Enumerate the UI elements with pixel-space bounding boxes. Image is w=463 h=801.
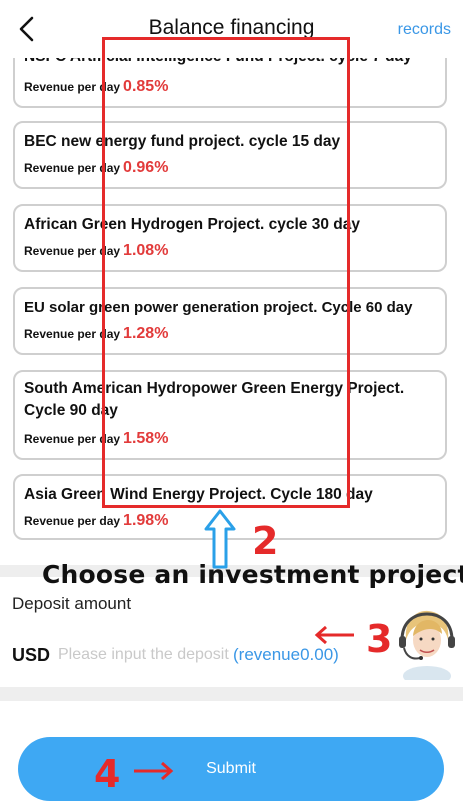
project-name: EU solar green power generation project.… bbox=[24, 299, 413, 316]
section-divider bbox=[0, 687, 463, 701]
left-arrow-icon bbox=[314, 625, 354, 645]
annotation-step-3: 3 bbox=[366, 617, 393, 661]
revenue-label: Revenue per day bbox=[24, 244, 121, 258]
section-divider bbox=[0, 565, 463, 577]
page-title: Balance financing bbox=[148, 16, 315, 39]
project-name: African Green Hydrogen Project. cycle 30… bbox=[24, 216, 360, 233]
project-name: South American Hydropower Green Energy P… bbox=[24, 380, 405, 419]
revenue-label: Revenue per day bbox=[24, 80, 121, 94]
right-arrow-icon bbox=[134, 761, 174, 781]
project-name: Asia Green Wind Energy Project. Cycle 18… bbox=[24, 486, 373, 503]
revenue-value: 0.96% bbox=[123, 159, 169, 176]
project-card[interactable]: South American Hydropower Green Energy P… bbox=[13, 370, 447, 460]
revenue-value: 0.85% bbox=[123, 78, 169, 95]
revenue-value: 1.28% bbox=[123, 325, 169, 342]
records-link[interactable]: records bbox=[397, 21, 451, 38]
annotation-highlight-box bbox=[102, 37, 350, 508]
revenue-value: 1.08% bbox=[123, 242, 169, 259]
revenue-row: Revenue per day 1.58% bbox=[24, 430, 168, 448]
annotation-choose-text: Choose an investment project bbox=[42, 560, 463, 589]
revenue-label: Revenue per day bbox=[24, 432, 121, 446]
revenue-value: 1.98% bbox=[123, 512, 169, 529]
project-card[interactable]: Asia Green Wind Energy Project. Cycle 18… bbox=[13, 474, 447, 540]
project-card[interactable]: BEC new energy fund project. cycle 15 da… bbox=[13, 121, 447, 189]
back-arrow-icon[interactable] bbox=[16, 16, 38, 42]
up-arrow-icon bbox=[204, 509, 236, 569]
project-card[interactable]: EU solar green power generation project.… bbox=[13, 287, 447, 355]
deposit-amount-label: Deposit amount bbox=[12, 594, 132, 613]
revenue-value: 1.58% bbox=[123, 430, 169, 447]
header-bar: Balance financing records bbox=[0, 0, 463, 58]
submit-button[interactable]: Submit bbox=[18, 737, 444, 801]
customer-service-avatar-icon[interactable] bbox=[396, 606, 458, 680]
revenue-row: Revenue per day 1.98% bbox=[24, 512, 168, 530]
revenue-label: Revenue per day bbox=[24, 514, 121, 528]
revenue-label: Revenue per day bbox=[24, 161, 121, 175]
revenue-row: Revenue per day 0.96% bbox=[24, 159, 168, 177]
revenue-row: Revenue per day 0.85% bbox=[24, 78, 168, 96]
currency-label: USD bbox=[12, 645, 51, 665]
annotation-step-2: 2 bbox=[252, 519, 279, 563]
revenue-estimate: (revenue0.00) bbox=[233, 645, 339, 664]
revenue-label: Revenue per day bbox=[24, 327, 121, 341]
annotation-step-4: 4 bbox=[94, 752, 121, 796]
revenue-row: Revenue per day 1.28% bbox=[24, 325, 168, 343]
project-card[interactable]: African Green Hydrogen Project. cycle 30… bbox=[13, 204, 447, 272]
revenue-row: Revenue per day 1.08% bbox=[24, 242, 168, 260]
deposit-amount-input[interactable] bbox=[58, 644, 234, 666]
